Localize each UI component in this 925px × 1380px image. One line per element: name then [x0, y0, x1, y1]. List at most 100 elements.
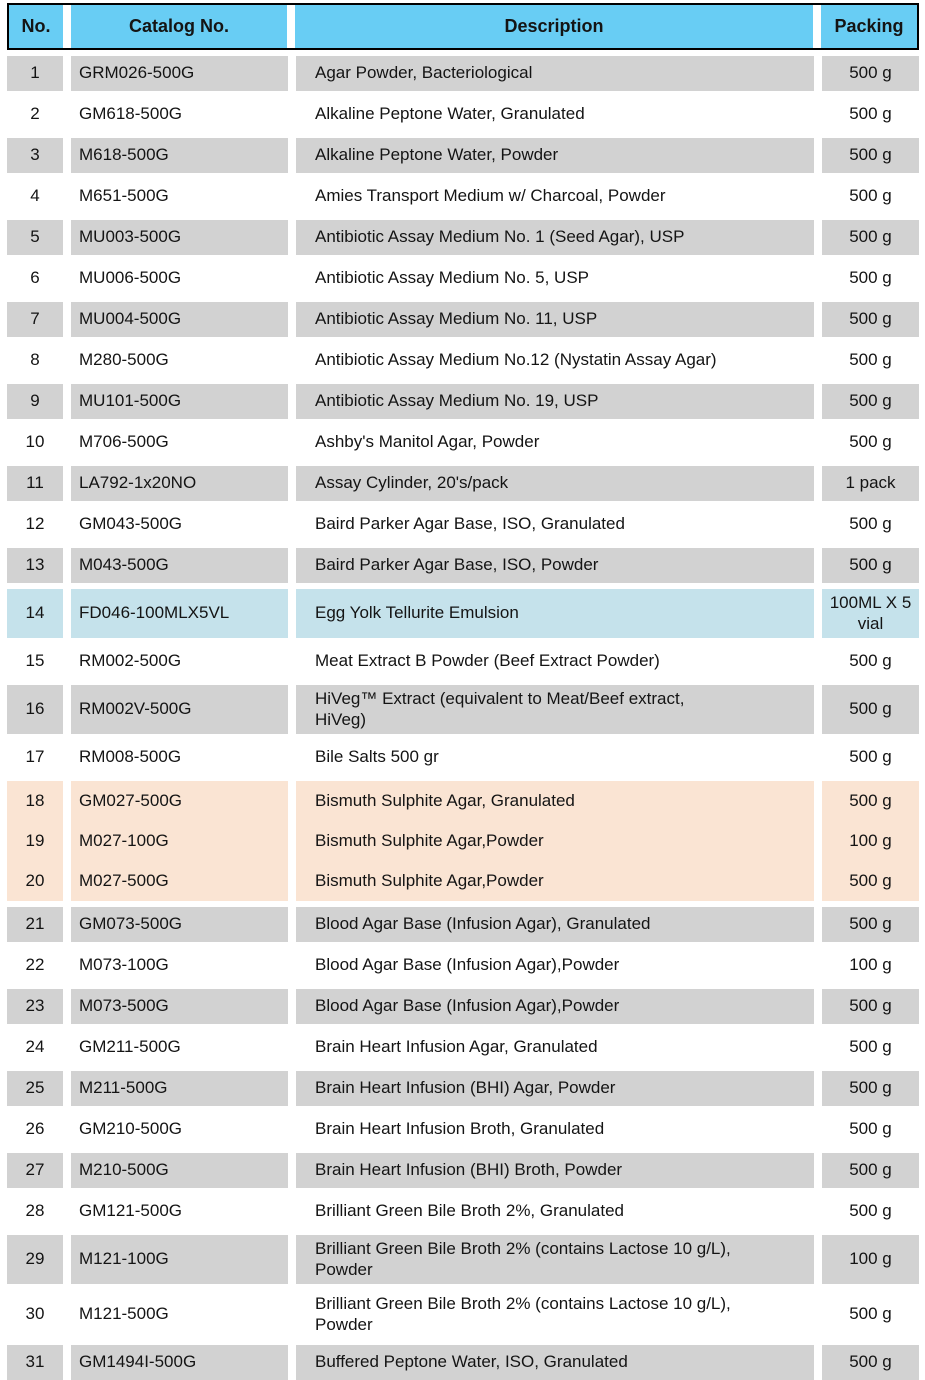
cell-description: Bismuth Sulphite Agar,Powder — [296, 821, 814, 861]
cell-description: HiVeg™ Extract (equivalent to Meat/Beef … — [296, 685, 814, 734]
table-row: 15 RM002-500G Meat Extract B Powder (Bee… — [7, 644, 919, 679]
cell-catalog: GM121-500G — [71, 1194, 288, 1229]
cell-description: Brain Heart Infusion Broth, Granulated — [296, 1112, 814, 1147]
column-header-description: Description — [295, 5, 813, 48]
cell-no: 3 — [7, 138, 63, 173]
cell-packing: 500 g — [822, 1153, 919, 1188]
cell-description: Blood Agar Base (Infusion Agar), Granula… — [296, 907, 814, 942]
cell-description: Bismuth Sulphite Agar, Granulated — [296, 781, 814, 821]
cell-no: 10 — [7, 425, 63, 460]
cell-catalog: MU006-500G — [71, 261, 288, 296]
table-row: 23 M073-500G Blood Agar Base (Infusion A… — [7, 989, 919, 1024]
table-row: 10 M706-500G Ashby's Manitol Agar, Powde… — [7, 425, 919, 460]
cell-description: Brain Heart Infusion (BHI) Broth, Powder — [296, 1153, 814, 1188]
cell-no: 25 — [7, 1071, 63, 1106]
cell-packing: 500 g — [822, 1112, 919, 1147]
cell-packing: 500 g — [822, 740, 919, 775]
cell-description: Baird Parker Agar Base, ISO, Granulated — [296, 507, 814, 542]
cell-no: 13 — [7, 548, 63, 583]
cell-packing: 500 g — [822, 507, 919, 542]
cell-catalog: LA792-1x20NO — [71, 466, 288, 501]
table-row: 6 MU006-500G Antibiotic Assay Medium No.… — [7, 261, 919, 296]
cell-no: 16 — [7, 685, 63, 734]
table-row: 17 RM008-500G Bile Salts 500 gr 500 g — [7, 740, 919, 775]
cell-no: 24 — [7, 1030, 63, 1065]
cell-no: 29 — [7, 1235, 63, 1284]
cell-packing: 100 g — [822, 948, 919, 983]
cell-packing: 500 g — [822, 179, 919, 214]
cell-description: Alkaline Peptone Water, Granulated — [296, 97, 814, 132]
cell-description: Egg Yolk Tellurite Emulsion — [296, 589, 814, 638]
cell-packing: 100ML X 5 vial — [822, 589, 919, 638]
cell-catalog: GM073-500G — [71, 907, 288, 942]
cell-packing: 500 g — [822, 1071, 919, 1106]
cell-packing: 500 g — [822, 1194, 919, 1229]
cell-no: 8 — [7, 343, 63, 378]
table-row: 7 MU004-500G Antibiotic Assay Medium No.… — [7, 302, 919, 337]
cell-no: 2 — [7, 97, 63, 132]
cell-catalog: M073-500G — [71, 989, 288, 1024]
cell-catalog: GM618-500G — [71, 97, 288, 132]
cell-packing: 500 g — [822, 56, 919, 91]
cell-description: Brilliant Green Bile Broth 2%, Granulate… — [296, 1194, 814, 1229]
cell-packing: 500 g — [822, 138, 919, 173]
cell-catalog: GM1494I-500G — [71, 1345, 288, 1380]
column-header-packing: Packing — [821, 5, 917, 48]
cell-packing: 500 g — [822, 685, 919, 734]
cell-no: 14 — [7, 589, 63, 638]
table-row: 9 MU101-500G Antibiotic Assay Medium No.… — [7, 384, 919, 419]
cell-catalog: GM210-500G — [71, 1112, 288, 1147]
cell-description: Amies Transport Medium w/ Charcoal, Powd… — [296, 179, 814, 214]
table-row: 11 LA792-1x20NO Assay Cylinder, 20's/pac… — [7, 466, 919, 501]
cell-catalog: GM043-500G — [71, 507, 288, 542]
table-row: 22 M073-100G Blood Agar Base (Infusion A… — [7, 948, 919, 983]
cell-no: 9 — [7, 384, 63, 419]
cell-packing: 500 g — [822, 907, 919, 942]
cell-no: 17 — [7, 740, 63, 775]
cell-no: 7 — [7, 302, 63, 337]
cell-packing: 500 g — [822, 861, 919, 901]
cell-description: Brilliant Green Bile Broth 2% (contains … — [296, 1290, 814, 1339]
cell-description: Buffered Peptone Water, ISO, Granulated — [296, 1345, 814, 1380]
cell-description: Brilliant Green Bile Broth 2% (contains … — [296, 1235, 814, 1284]
table-row: 2 GM618-500G Alkaline Peptone Water, Gra… — [7, 97, 919, 132]
cell-no: 28 — [7, 1194, 63, 1229]
table-row: 14 FD046-100MLX5VL Egg Yolk Tellurite Em… — [7, 589, 919, 638]
cell-catalog: M210-500G — [71, 1153, 288, 1188]
cell-no: 11 — [7, 466, 63, 501]
cell-catalog: M073-100G — [71, 948, 288, 983]
catalog-table: No. Catalog No. Description Packing 1 GR… — [7, 3, 919, 1380]
cell-no: 31 — [7, 1345, 63, 1380]
cell-packing: 100 g — [822, 1235, 919, 1284]
cell-description: Antibiotic Assay Medium No.12 (Nystatin … — [296, 343, 814, 378]
table-row: 1 GRM026-500G Agar Powder, Bacteriologic… — [7, 56, 919, 91]
cell-packing: 500 g — [822, 644, 919, 679]
table-row: 12 GM043-500G Baird Parker Agar Base, IS… — [7, 507, 919, 542]
cell-description: Antibiotic Assay Medium No. 5, USP — [296, 261, 814, 296]
cell-description: Blood Agar Base (Infusion Agar),Powder — [296, 948, 814, 983]
cell-no: 21 — [7, 907, 63, 942]
table-row: 25 M211-500G Brain Heart Infusion (BHI) … — [7, 1071, 919, 1106]
cell-no: 5 — [7, 220, 63, 255]
table-row: 28 GM121-500G Brilliant Green Bile Broth… — [7, 1194, 919, 1229]
table-row: 16 RM002V-500G HiVeg™ Extract (equivalen… — [7, 685, 919, 734]
cell-description: Bismuth Sulphite Agar,Powder — [296, 861, 814, 901]
cell-catalog: M121-500G — [71, 1290, 288, 1339]
cell-catalog: M027-500G — [71, 861, 288, 901]
cell-catalog: M027-100G — [71, 821, 288, 861]
cell-no: 23 — [7, 989, 63, 1024]
cell-packing: 500 g — [822, 1030, 919, 1065]
cell-catalog: M280-500G — [71, 343, 288, 378]
table-row: 18 GM027-500G Bismuth Sulphite Agar, Gra… — [7, 781, 919, 821]
cell-packing: 500 g — [822, 97, 919, 132]
cell-no: 20 — [7, 861, 63, 901]
table-row: 5 MU003-500G Antibiotic Assay Medium No.… — [7, 220, 919, 255]
table-row: 26 GM210-500G Brain Heart Infusion Broth… — [7, 1112, 919, 1147]
cell-description: Antibiotic Assay Medium No. 11, USP — [296, 302, 814, 337]
column-header-no: No. — [9, 5, 63, 48]
cell-packing: 500 g — [822, 302, 919, 337]
cell-description: Agar Powder, Bacteriological — [296, 56, 814, 91]
cell-catalog: M651-500G — [71, 179, 288, 214]
cell-description: Baird Parker Agar Base, ISO, Powder — [296, 548, 814, 583]
table-row: 8 M280-500G Antibiotic Assay Medium No.1… — [7, 343, 919, 378]
